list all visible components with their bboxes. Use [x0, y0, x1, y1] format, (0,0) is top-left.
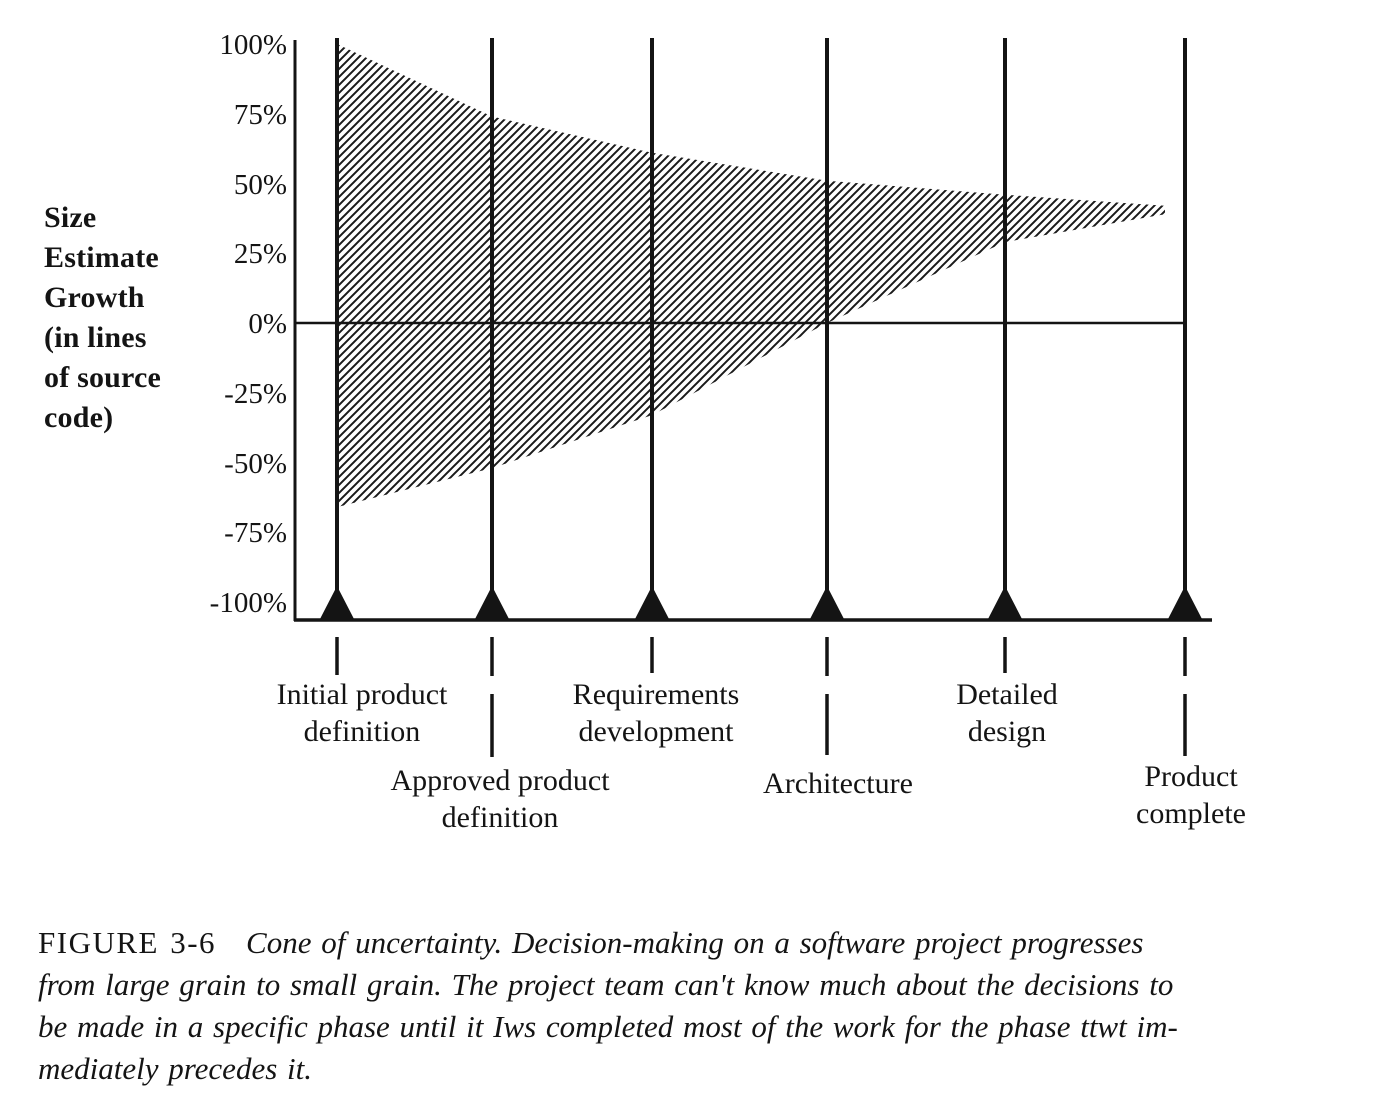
y-tick-label: -25% — [224, 378, 287, 410]
caption-line: mediately precedes it. — [38, 1051, 312, 1086]
figure-number: FIGURE 3-6 — [38, 925, 217, 960]
phase-marker-triangle — [988, 586, 1022, 619]
phase-label-line: design — [967, 715, 1047, 748]
phase-marker-triangle — [320, 586, 354, 619]
y-tick-label: -50% — [224, 448, 287, 480]
phase-label-line: Detailed — [956, 678, 1058, 711]
y-axis-title-line: code) — [44, 401, 114, 434]
y-tick-label: 75% — [234, 99, 287, 131]
figure-caption: FIGURE 3-6 Cone of uncertainty. Decision-… — [38, 922, 1368, 1090]
y-tick-label: 0% — [248, 308, 287, 340]
y-tick-label: 100% — [219, 29, 287, 61]
y-axis-title-line: Growth — [44, 281, 145, 314]
phase-label-line: Requirements — [572, 678, 740, 711]
cone-chart-canvas: 100% 75% 50% 25% 0% -25% -50% -75% -100% — [210, 29, 1212, 757]
phase-label-approved-product-definition: Approved product definition — [390, 762, 609, 836]
phase-marker-triangle — [1168, 586, 1202, 619]
y-tick-label: -100% — [210, 587, 287, 619]
y-tick-label: -75% — [224, 517, 287, 549]
phase-label-line: definition — [303, 715, 421, 748]
y-axis-title-line: of source — [44, 361, 162, 394]
phase-label-architecture: Architecture — [763, 765, 913, 802]
y-tick-label: 25% — [234, 238, 287, 270]
phase-label-line: complete — [1136, 797, 1246, 830]
phase-label-product-complete: Product complete — [1136, 758, 1246, 832]
caption-text: Cone of uncertainty. Decision-making on … — [246, 925, 1144, 960]
uncertainty-cone-area — [337, 44, 1165, 508]
phase-label-line: Product — [1144, 760, 1238, 793]
caption-line: from large grain to small grain. The pro… — [38, 967, 1174, 1002]
phase-label-line: Architecture — [763, 767, 913, 800]
phase-label-line: development — [578, 715, 734, 748]
phase-label-line: Initial product — [276, 678, 448, 711]
phase-label-initial-product-definition: Initial product definition — [277, 676, 448, 750]
y-axis-title-line: Size — [44, 201, 97, 234]
phase-label-requirements-development: Requirements development — [573, 676, 740, 750]
y-axis-title-line: (in lines — [44, 321, 147, 354]
phase-label-detailed-design: Detailed design — [956, 676, 1058, 750]
phase-label-line: definition — [441, 801, 559, 834]
phase-marker-triangle — [635, 586, 669, 619]
phase-marker-triangle — [475, 586, 509, 619]
caption-line: FIGURE 3-6 Cone of uncertainty. Decision-… — [38, 922, 1368, 964]
caption-line: be made in a specific phase until it Iws… — [38, 1009, 1178, 1044]
y-axis-title-line: Estimate — [44, 241, 159, 274]
phase-marker-triangle — [810, 586, 844, 619]
y-tick-label: 50% — [234, 169, 287, 201]
y-axis-title: Size Estimate Growth (in lines of source… — [44, 198, 161, 438]
phase-label-line: Approved product — [390, 764, 610, 797]
